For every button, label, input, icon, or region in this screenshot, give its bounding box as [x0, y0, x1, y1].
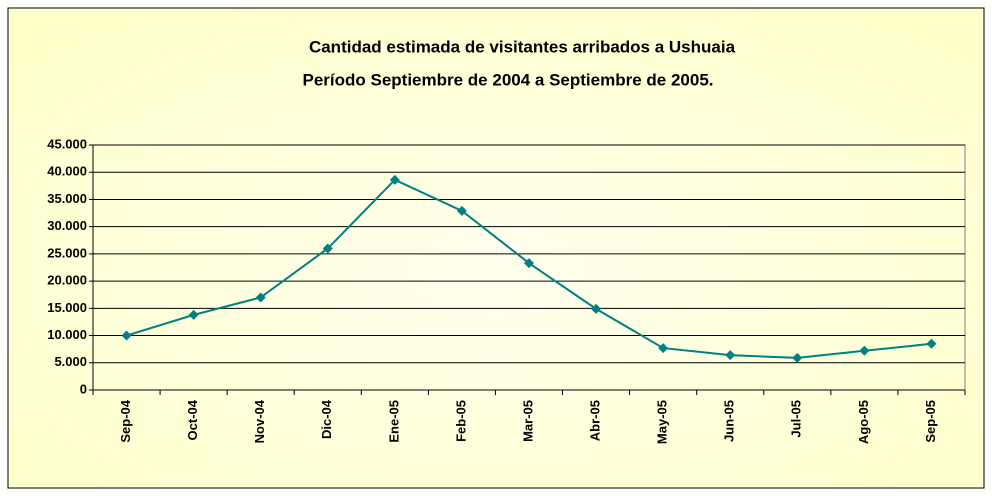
x-tick-label: Nov-04	[252, 399, 267, 443]
y-tick-label: 45.000	[47, 136, 87, 151]
x-tick-label: Oct-04	[185, 399, 200, 440]
data-point	[658, 343, 669, 354]
data-point	[591, 303, 602, 314]
y-tick-label: 15.000	[47, 300, 87, 315]
data-point	[121, 330, 132, 341]
data-point	[926, 338, 937, 349]
data-point	[524, 258, 534, 269]
x-tick-label: Abr-05	[588, 400, 603, 441]
data-point	[792, 352, 803, 363]
x-tick-label: May-05	[655, 400, 670, 444]
x-tick-label: Feb-05	[453, 400, 468, 442]
data-point	[456, 205, 467, 216]
data-point	[725, 350, 736, 361]
y-tick-label: 20.000	[47, 273, 87, 288]
y-tick-label: 0	[80, 381, 87, 396]
x-tick-label: Jul-05	[789, 400, 804, 438]
chart-subtitle: Período Septiembre de 2004 a Septiembre …	[302, 70, 713, 89]
y-tick-label: 25.000	[47, 245, 87, 260]
x-tick-label: Dic-04	[319, 399, 334, 439]
x-tick-label: Ene-05	[386, 400, 401, 443]
x-tick-label: Ago-05	[856, 400, 871, 444]
chart-frame	[7, 7, 985, 489]
y-tick-label: 5.000	[54, 354, 87, 369]
y-tick-label: 35.000	[47, 191, 87, 206]
x-tick-label: Jun-05	[722, 400, 737, 442]
data-point	[389, 174, 400, 185]
data-point	[859, 345, 870, 356]
y-tick-label: 40.000	[47, 164, 87, 179]
x-tick-label: Sep-05	[923, 400, 938, 443]
x-tick-label: Mar-05	[520, 400, 535, 442]
data-point	[322, 243, 333, 254]
y-tick-label: 10.000	[47, 327, 87, 342]
data-point	[255, 292, 266, 303]
y-tick-label: 30.000	[47, 218, 87, 233]
x-tick-label: Sep-04	[118, 399, 133, 442]
chart-title: Cantidad estimada de visitantes arribado…	[309, 37, 736, 56]
data-point	[188, 309, 199, 320]
